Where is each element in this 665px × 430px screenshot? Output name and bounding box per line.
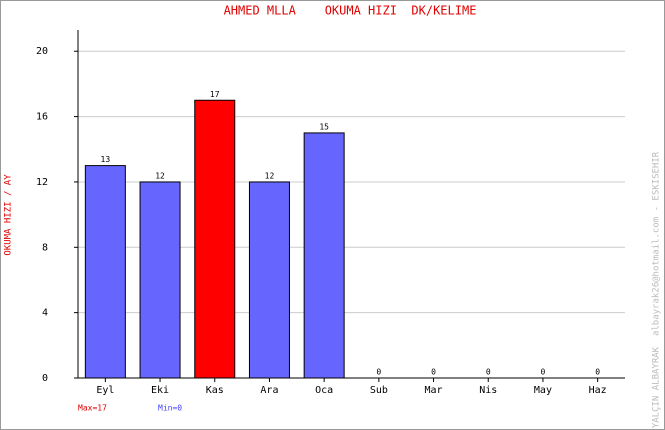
- value-label: 0: [486, 368, 491, 377]
- x-tick-label: Sub: [370, 385, 388, 396]
- value-label: 12: [155, 171, 165, 180]
- value-label: 12: [265, 171, 275, 180]
- y-tick-label: 12: [36, 177, 48, 188]
- bar: [139, 181, 181, 379]
- value-label: 0: [595, 368, 600, 377]
- side-note: YALÇIN ALBAYRAK albayrak26@hotmail.com -…: [652, 151, 662, 428]
- value-label: 15: [319, 122, 329, 131]
- value-label: 0: [431, 368, 436, 377]
- value-label: 17: [210, 90, 220, 99]
- bar: [303, 132, 345, 379]
- x-tick-label: Haz: [589, 385, 607, 396]
- value-label: 13: [101, 155, 111, 164]
- x-tick-label: Ara: [260, 385, 278, 396]
- y-tick-label: 8: [42, 242, 48, 253]
- value-label: 0: [541, 368, 546, 377]
- bar: [84, 165, 126, 379]
- bar: [194, 99, 236, 379]
- y-tick-label: 20: [36, 46, 48, 57]
- y-tick-label: 0: [42, 373, 48, 384]
- x-tick-label: Oca: [315, 385, 333, 396]
- x-tick-label: Eki: [151, 385, 169, 396]
- y-tick-label: 4: [42, 308, 48, 319]
- chart-title: AHMED MLLA OKUMA HIZI DK/KELIME: [224, 4, 477, 18]
- y-tick-label: 16: [36, 112, 48, 123]
- y-axis-label: OKUMA HIZI / AY: [4, 174, 14, 256]
- max-label: Max=17: [78, 404, 107, 413]
- x-tick-label: May: [534, 385, 552, 396]
- x-tick-label: Nis: [479, 385, 497, 396]
- min-label: Min=0: [158, 404, 182, 413]
- x-tick-label: Eyl: [96, 385, 114, 396]
- value-label: 0: [376, 368, 381, 377]
- bar: [248, 181, 290, 379]
- x-tick-label: Kas: [206, 385, 224, 396]
- x-tick-label: Mar: [425, 385, 443, 396]
